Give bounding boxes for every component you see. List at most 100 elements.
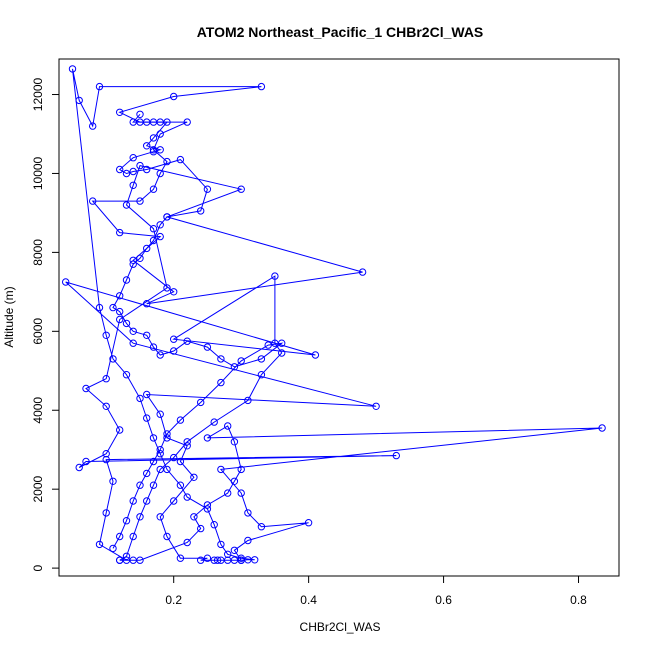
data-point xyxy=(116,108,124,117)
data-point xyxy=(143,469,151,478)
y-tick-label: 4000 xyxy=(31,397,45,424)
data-point xyxy=(136,197,144,205)
data-point xyxy=(197,556,205,564)
data-point xyxy=(197,398,205,407)
data-point xyxy=(183,337,191,345)
data-point xyxy=(598,424,606,432)
data-point xyxy=(156,465,164,474)
data-point xyxy=(224,422,232,430)
data-point xyxy=(122,169,131,178)
data-point xyxy=(163,430,171,438)
data-point xyxy=(237,465,245,474)
data-point xyxy=(203,434,212,442)
data-point xyxy=(129,532,137,541)
data-point xyxy=(156,232,164,241)
x-axis-label: CHBr2Cl_WAS xyxy=(300,620,381,634)
data-point xyxy=(89,197,97,205)
data-point xyxy=(203,185,212,193)
data-point xyxy=(203,343,212,351)
data-point xyxy=(183,493,191,501)
data-point xyxy=(237,489,245,497)
data-point xyxy=(170,497,178,505)
data-point xyxy=(149,236,158,245)
data-point xyxy=(156,169,164,178)
data-point xyxy=(197,524,205,533)
data-point xyxy=(176,416,185,424)
y-axis: 0 2000 4000 6000 8000 10000 12000 xyxy=(31,78,60,571)
data-point xyxy=(102,402,110,410)
data-point xyxy=(170,347,178,355)
data-point xyxy=(156,513,164,521)
data-point xyxy=(149,457,158,466)
data-point xyxy=(176,155,185,164)
data-point xyxy=(230,438,239,446)
data-point xyxy=(136,161,144,170)
data-point xyxy=(278,339,286,347)
data-point xyxy=(109,544,117,553)
data-point xyxy=(136,556,144,564)
data-point xyxy=(244,396,252,405)
y-axis-label: Altitude (m) xyxy=(2,286,16,347)
data-point xyxy=(237,554,245,562)
data-point xyxy=(149,481,158,489)
data-point xyxy=(143,390,151,399)
data-point xyxy=(210,556,218,564)
data-point xyxy=(89,122,97,130)
data-point xyxy=(116,307,124,316)
data-point xyxy=(143,142,151,150)
data-point xyxy=(176,457,185,466)
data-point xyxy=(149,185,158,193)
data-point xyxy=(109,303,117,312)
data-point xyxy=(304,519,313,527)
x-tick-label: 0.2 xyxy=(165,593,182,607)
y-tick-label: 6000 xyxy=(31,318,45,345)
y-tick-label: 0 xyxy=(31,564,45,571)
data-point xyxy=(102,375,110,383)
data-point xyxy=(251,556,259,564)
data-point xyxy=(129,327,137,335)
data-point xyxy=(136,394,144,403)
data-point xyxy=(237,556,245,564)
data-point xyxy=(129,181,137,190)
data-point xyxy=(61,278,70,286)
data-point xyxy=(156,351,164,359)
data-point xyxy=(156,446,164,454)
data-point xyxy=(156,410,164,418)
data-point xyxy=(136,110,144,119)
data-point xyxy=(358,268,367,276)
data-point xyxy=(224,489,232,497)
data-point xyxy=(392,451,400,460)
data-point xyxy=(203,501,212,509)
data-point xyxy=(163,434,171,442)
y-tick-label: 12000 xyxy=(31,78,45,112)
data-point xyxy=(102,509,110,517)
data-point xyxy=(116,165,124,174)
data-point xyxy=(156,146,164,154)
data-point xyxy=(264,341,272,349)
data-point xyxy=(149,134,158,142)
data-point xyxy=(95,540,104,549)
data-point xyxy=(163,118,171,126)
data-point xyxy=(122,319,131,328)
data-point xyxy=(244,536,252,545)
data-point xyxy=(210,521,218,529)
data-point xyxy=(190,473,198,481)
data-point xyxy=(129,167,137,176)
data-point xyxy=(156,450,164,458)
data-point xyxy=(109,355,117,363)
data-point xyxy=(170,92,178,101)
data-point xyxy=(176,554,185,562)
data-point xyxy=(156,221,164,229)
data-point xyxy=(143,497,151,505)
data-point xyxy=(122,201,131,209)
data-point xyxy=(82,457,90,466)
data-point xyxy=(122,552,131,560)
x-axis: 0.2 0.4 0.6 0.8 xyxy=(165,575,587,607)
data-point xyxy=(129,256,137,264)
data-point xyxy=(102,331,110,339)
data-point xyxy=(122,517,131,525)
data-point xyxy=(163,213,171,221)
data-point xyxy=(224,550,232,558)
data-point xyxy=(311,351,320,359)
data-point xyxy=(230,363,239,371)
